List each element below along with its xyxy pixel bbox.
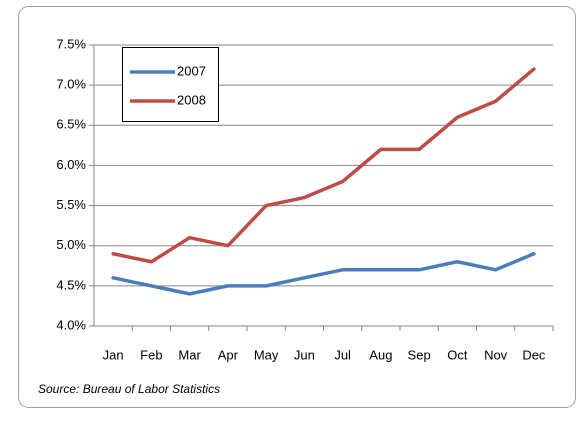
x-tick-label: Aug [369, 347, 392, 362]
y-tick-label: 5.5% [56, 197, 86, 212]
legend-box [122, 47, 219, 122]
x-tick-label: Jun [294, 347, 315, 362]
x-tick-label: Apr [218, 347, 239, 362]
series-line [111, 67, 536, 264]
x-tick-label: Sep [408, 347, 431, 362]
x-tick-label: May [254, 347, 279, 362]
y-tick-label: 7.0% [56, 77, 86, 92]
y-tick-label: 4.5% [56, 277, 86, 292]
x-tick-label: Dec [522, 347, 546, 362]
series-line [111, 251, 536, 296]
y-tick-label: 4.0% [56, 317, 86, 332]
legend-label: 2008 [177, 92, 206, 107]
y-tick-label: 6.0% [56, 157, 86, 172]
legend-label: 2007 [177, 63, 206, 78]
y-tick-label: 6.5% [56, 117, 86, 132]
x-tick-label: Jul [334, 347, 351, 362]
x-tick-label: Jan [103, 347, 124, 362]
y-tick-label: 7.5% [56, 36, 86, 51]
x-tick-label: Feb [140, 347, 162, 362]
x-tick-label: Mar [178, 347, 201, 362]
y-tick-label: 5.0% [56, 237, 86, 252]
x-tick-label: Oct [447, 347, 468, 362]
source-note: Source: Bureau of Labor Statistics [38, 382, 220, 396]
x-tick-label: Nov [484, 347, 508, 362]
